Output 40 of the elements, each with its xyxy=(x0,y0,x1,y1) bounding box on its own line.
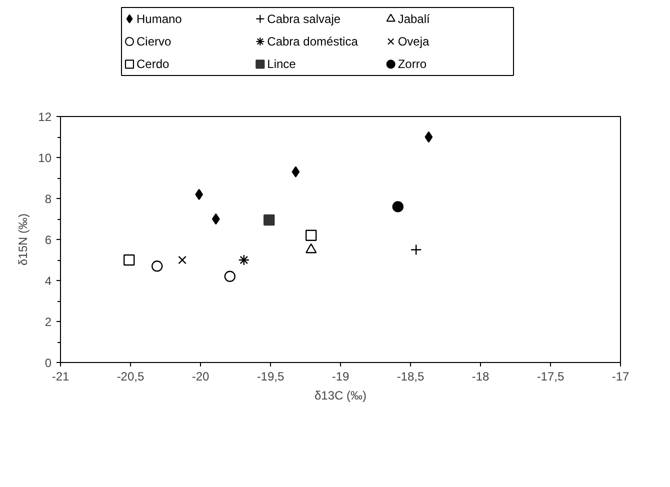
legend-label: Lince xyxy=(267,57,296,72)
y-tick-label: 6 xyxy=(44,233,52,247)
legend-label: Zorro xyxy=(398,57,427,72)
x-tick-label: -17 xyxy=(612,370,630,384)
y-tick-label: 4 xyxy=(44,274,52,288)
x-tick-label: -17,5 xyxy=(536,370,564,384)
point xyxy=(178,256,186,264)
x-tick-label: -20,5 xyxy=(116,370,144,384)
x-tick-label: -19,5 xyxy=(256,370,284,384)
x-tick-label: -21 xyxy=(52,370,70,384)
y-tick-label: 12 xyxy=(38,110,52,124)
x-tick-label: -18,5 xyxy=(396,370,424,384)
point xyxy=(292,166,300,178)
legend-label: Cerdo xyxy=(136,57,170,72)
y-tick-label: 8 xyxy=(44,192,52,206)
y-tick-label: 0 xyxy=(44,356,52,370)
point xyxy=(238,254,250,266)
legend-label: Cabra salvaje xyxy=(267,12,341,26)
point xyxy=(306,243,317,254)
point xyxy=(424,131,433,143)
legend-label: Ciervo xyxy=(136,34,172,48)
point xyxy=(212,213,220,225)
point xyxy=(152,260,163,272)
legend-label: Oveja xyxy=(398,34,430,48)
x-tick-label: -19 xyxy=(332,370,350,384)
point xyxy=(195,188,204,200)
y-axis-title: δ15N (‰) xyxy=(16,213,30,266)
x-tick-label: -20 xyxy=(192,370,210,384)
point xyxy=(306,230,317,241)
x-axis-title: δ13C (‰) xyxy=(314,388,367,402)
point xyxy=(392,201,404,212)
y-tick-label: 10 xyxy=(38,151,52,165)
legend-label: Jabalí xyxy=(398,12,431,26)
point xyxy=(264,214,275,226)
point xyxy=(224,270,236,282)
x-tick-label: -18 xyxy=(472,370,490,384)
legend-label: Cabra doméstica xyxy=(267,34,358,48)
point xyxy=(124,254,135,266)
y-tick-label: 2 xyxy=(44,315,52,329)
legend-label: Humano xyxy=(136,12,182,26)
